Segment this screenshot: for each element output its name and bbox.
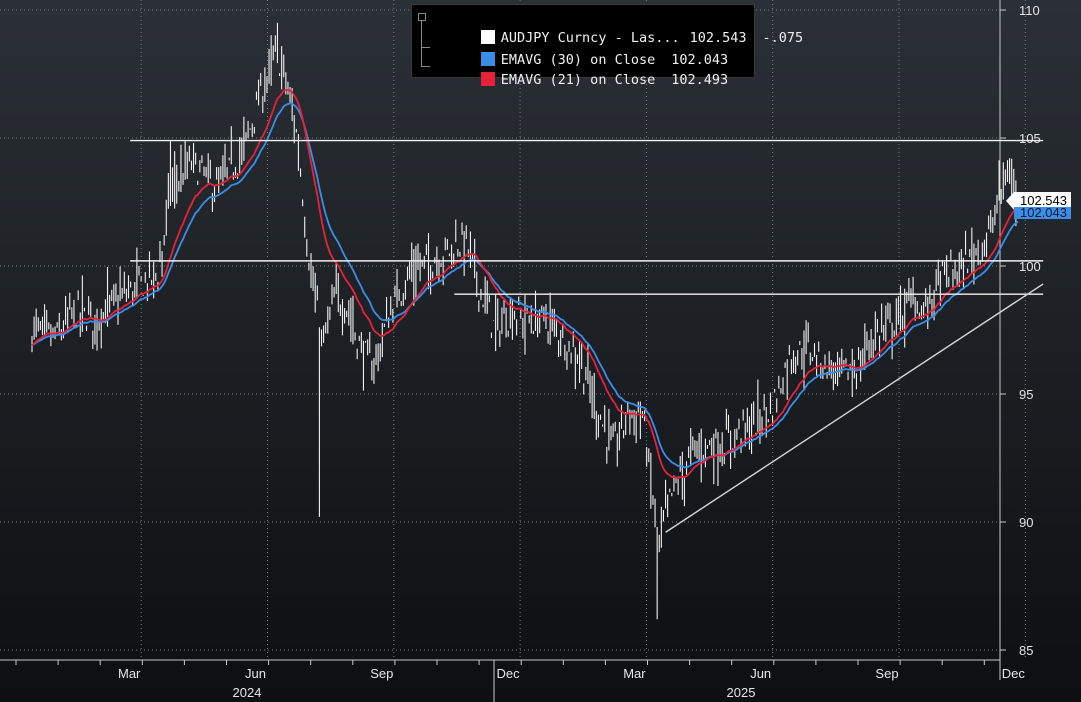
y-tick-label: 105 <box>1019 131 1041 146</box>
x-tick-label: Jun <box>750 666 771 681</box>
y-tick-label: 110 <box>1019 3 1040 18</box>
legend-swatch-ema30 <box>480 52 495 66</box>
ema21-line <box>31 89 1019 480</box>
y-tick-label: 100 <box>1019 259 1041 274</box>
x-tick-label: Dec <box>1002 666 1026 681</box>
legend-last-price: 102.543 <box>689 30 747 46</box>
collapse-icon[interactable] <box>418 13 426 21</box>
x-tick-label: Sep <box>875 666 898 681</box>
legend-change: -.075 <box>762 30 804 46</box>
legend-row-ema30[interactable]: EMAVG (30) on Close 102.043 <box>432 33 728 68</box>
price-tag-arrow <box>1006 191 1014 210</box>
x-year-label: 2025 <box>727 685 756 700</box>
y-tick-label: 85 <box>1019 643 1033 658</box>
legend-last-ema21: 102.493 <box>671 72 729 88</box>
x-tick-label: Sep <box>370 666 393 681</box>
trendline <box>665 283 1044 533</box>
legend-tree-branch <box>421 66 430 67</box>
x-tick-label: Jun <box>245 666 266 681</box>
chart-legend[interactable]: AUDJPY Curncy - Las... 102.543 -.075 EMAVG… <box>411 4 803 88</box>
x-tick-label: Mar <box>623 666 646 681</box>
y-tick-label: 95 <box>1019 387 1033 402</box>
legend-label-ema21: EMAVG (21) on Close <box>500 72 656 88</box>
legend-swatch-ema21 <box>480 72 495 86</box>
legend-swatch-price <box>480 30 495 44</box>
x-tick-label: Mar <box>118 666 141 681</box>
legend-last-ema30: 102.043 <box>671 52 729 68</box>
legend-tree-branch <box>421 47 430 48</box>
x-tick-label: Dec <box>497 666 521 681</box>
legend-row-price[interactable]: AUDJPY Curncy - Las... 102.543 -.075 <box>432 11 803 46</box>
y-tick-label: 90 <box>1019 515 1033 530</box>
legend-row-ema21[interactable]: EMAVG (21) on Close 102.493 <box>432 53 728 88</box>
ema30-line <box>31 102 1019 469</box>
legend-label-ema30: EMAVG (30) on Close <box>500 52 656 68</box>
x-year-label: 2024 <box>233 685 262 700</box>
ema30-price-tag: 102.043 <box>1014 206 1071 219</box>
legend-tree-line <box>421 21 428 67</box>
legend-label-price: AUDJPY Curncy - Las... <box>500 30 680 46</box>
last-price-tag: 102.543 <box>1014 191 1071 210</box>
